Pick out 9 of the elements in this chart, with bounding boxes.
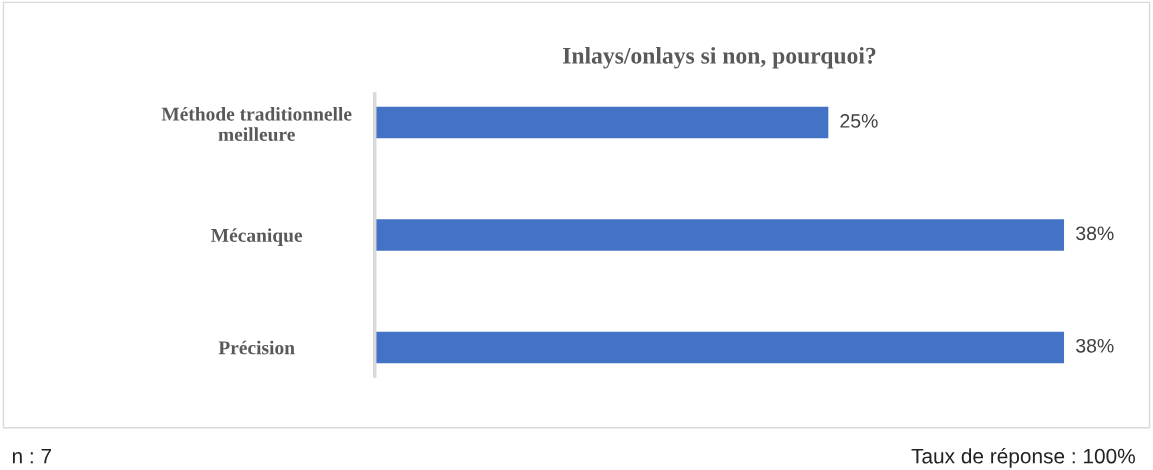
y-tick-label: Méthode traditionnelle meilleure <box>161 106 352 142</box>
chart-title: Inlays/onlays si non, pourquoi? <box>563 47 876 69</box>
data-label: 25% <box>840 114 878 128</box>
y-tick-label: Précision <box>218 340 295 355</box>
text: n : 7 <box>12 448 52 464</box>
text: Taux de réponse : 100% <box>911 447 1135 468</box>
data-label: 38% <box>1076 338 1114 353</box>
data-label: 38% <box>1076 226 1114 241</box>
y-tick-label: Mécanique <box>211 228 303 246</box>
